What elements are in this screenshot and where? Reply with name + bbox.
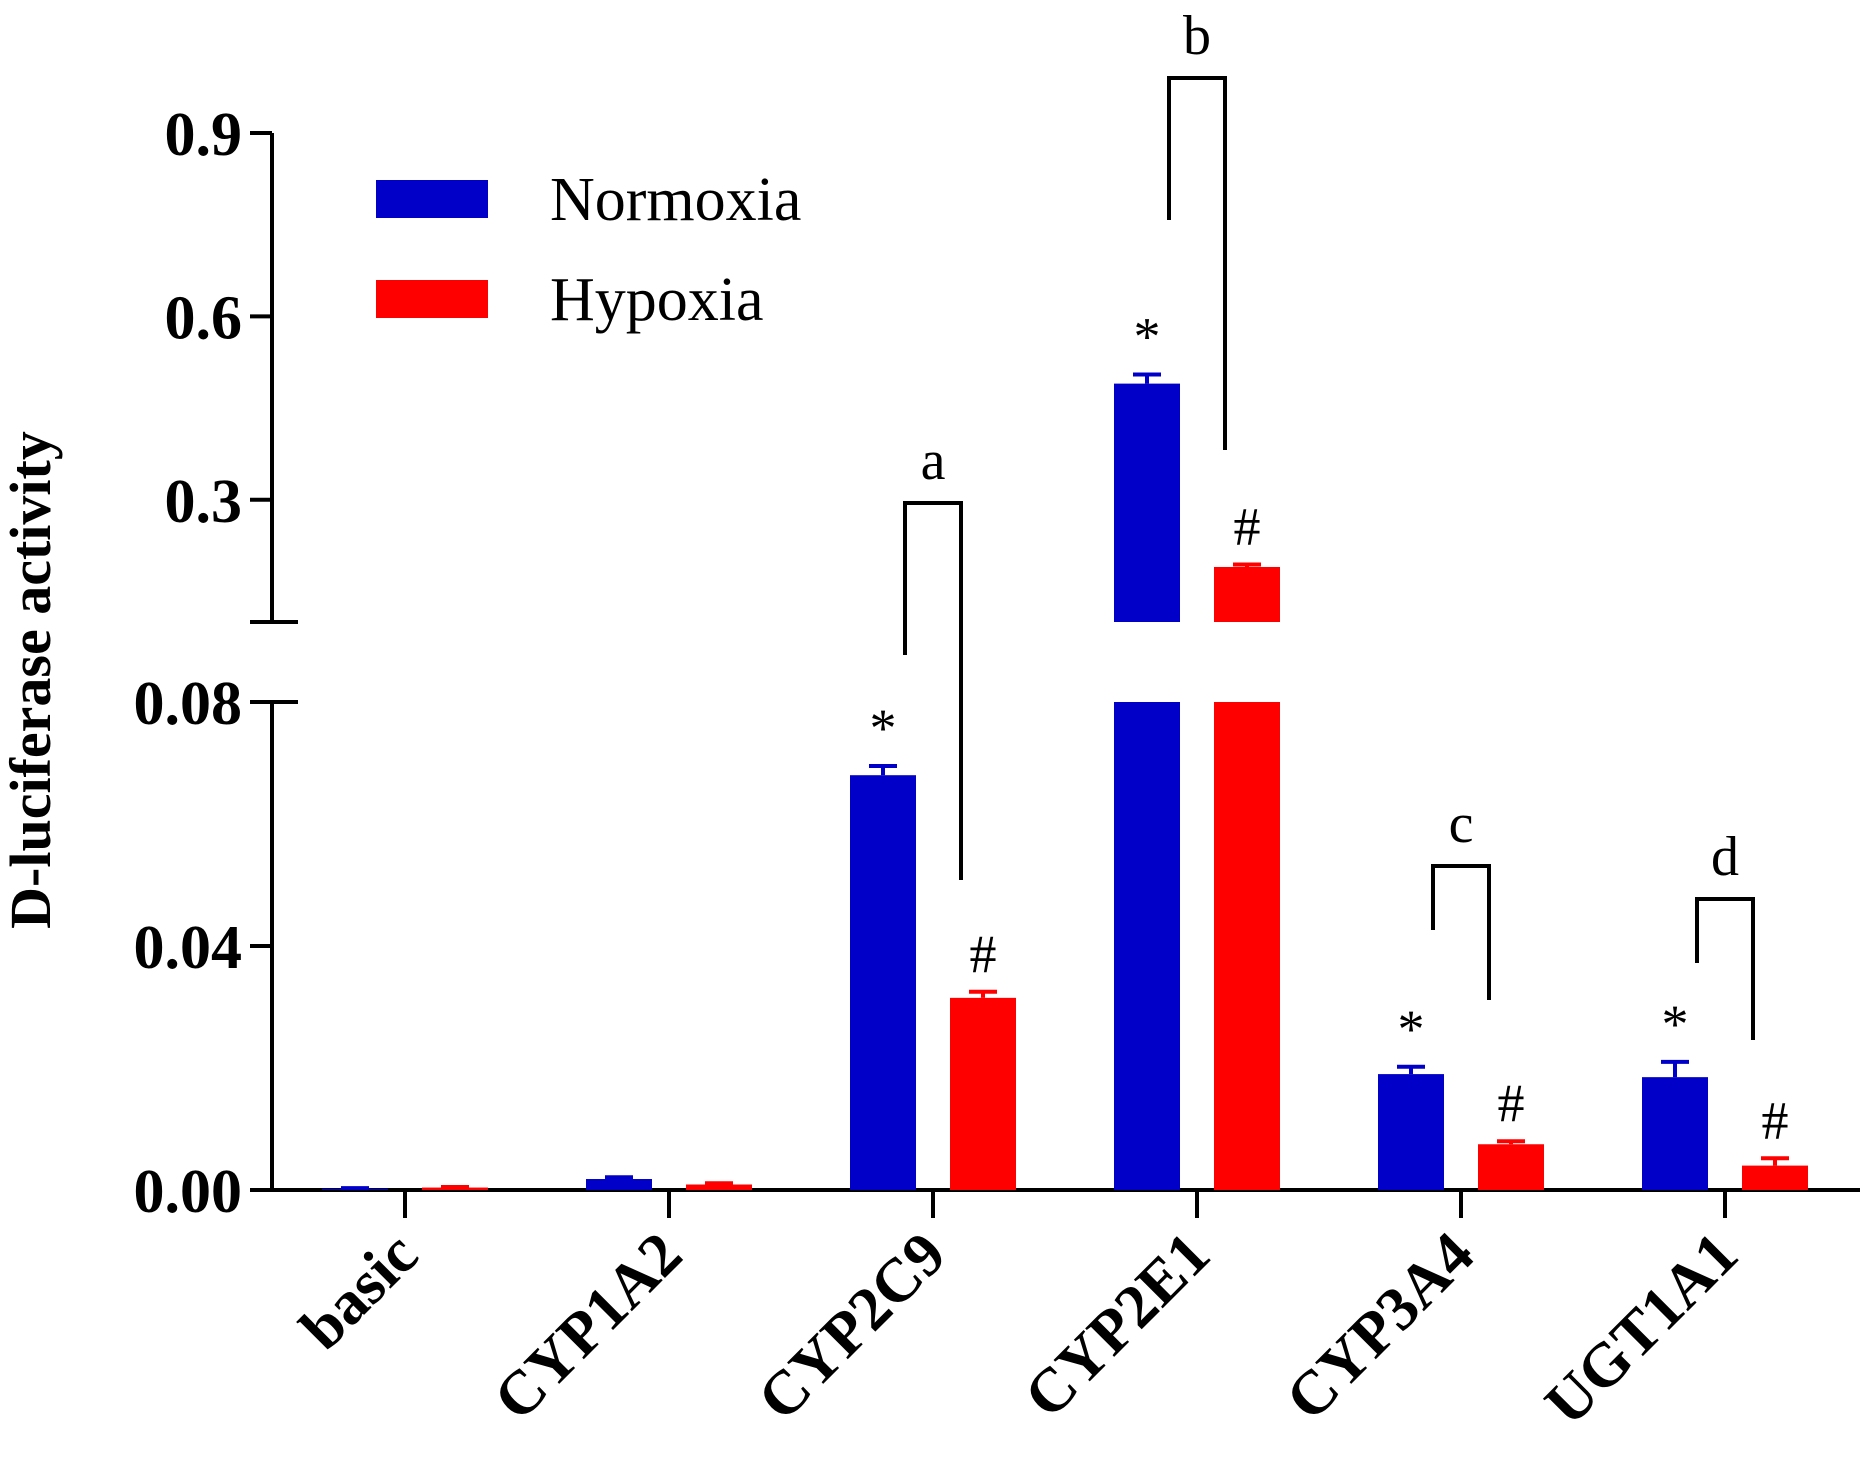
bar-hypoxia-cyp2e1-upper [1214, 566, 1280, 622]
bar-normoxia-cyp3a4 [1378, 1074, 1444, 1190]
bar-normoxia-cyp2e1-upper [1114, 383, 1180, 622]
legend-swatch-hypoxia [376, 280, 488, 318]
significance-hash: # [1498, 1073, 1525, 1133]
significance-star: * [1134, 306, 1161, 366]
y-tick-label: 0.3 [165, 468, 243, 536]
y-tick-label: 0.08 [134, 670, 243, 738]
bar-hypoxia-ugt1a1 [1742, 1165, 1808, 1190]
significance-star: * [870, 698, 897, 758]
bars: * # * # * # * # [322, 306, 1808, 1191]
x-tick-label: UGT1A1 [1532, 1220, 1751, 1439]
bar-normoxia-cyp2e1-lower [1114, 702, 1180, 1190]
legend: Normoxia Hypoxia [376, 166, 801, 334]
y-axis-label: D-luciferase activity [0, 431, 63, 929]
significance-star: * [1398, 999, 1425, 1059]
x-tick-label: CYP2E1 [1012, 1220, 1223, 1431]
significance-bracket-a [903, 501, 963, 880]
bar-hypoxia-cyp2c9 [950, 997, 1016, 1190]
x-tick-label: basic [288, 1220, 431, 1363]
bar-hypoxia-cyp3a4 [1478, 1144, 1544, 1190]
bracket-label-d: d [1711, 826, 1739, 888]
significance-bracket-b [1167, 76, 1227, 450]
significance-bracket-c [1431, 864, 1491, 1000]
significance-bracket-d [1695, 897, 1755, 1040]
significance-hash: # [1234, 497, 1261, 557]
x-tick-label: CYP2C9 [745, 1220, 959, 1434]
significance-star: * [1662, 994, 1689, 1054]
y-tick-label: 0.6 [165, 284, 243, 352]
y-tick-label: 0.9 [165, 101, 243, 169]
bracket-label-c: c [1449, 793, 1474, 855]
y-tick-label: 0.04 [134, 914, 243, 982]
x-tick-label: CYP1A2 [481, 1220, 695, 1434]
bar-hypoxia-cyp1a2 [686, 1184, 752, 1190]
y-tick-label: 0.00 [134, 1158, 243, 1226]
significance-hash: # [1762, 1090, 1789, 1150]
legend-label-normoxia: Normoxia [550, 166, 801, 234]
bar-normoxia-ugt1a1 [1642, 1077, 1708, 1190]
legend-swatch-normoxia [376, 180, 488, 218]
bracket-label-b: b [1183, 5, 1211, 67]
bracket-label-a: a [921, 430, 946, 492]
x-tick-label: CYP3A4 [1273, 1220, 1487, 1434]
annotations: a b c d [903, 5, 1755, 1040]
bar-normoxia-cyp2c9 [850, 775, 916, 1190]
significance-hash: # [970, 924, 997, 984]
bar-normoxia-cyp1a2 [586, 1179, 652, 1190]
legend-label-hypoxia: Hypoxia [550, 266, 764, 334]
bar-hypoxia-cyp2e1-lower [1214, 702, 1280, 1190]
